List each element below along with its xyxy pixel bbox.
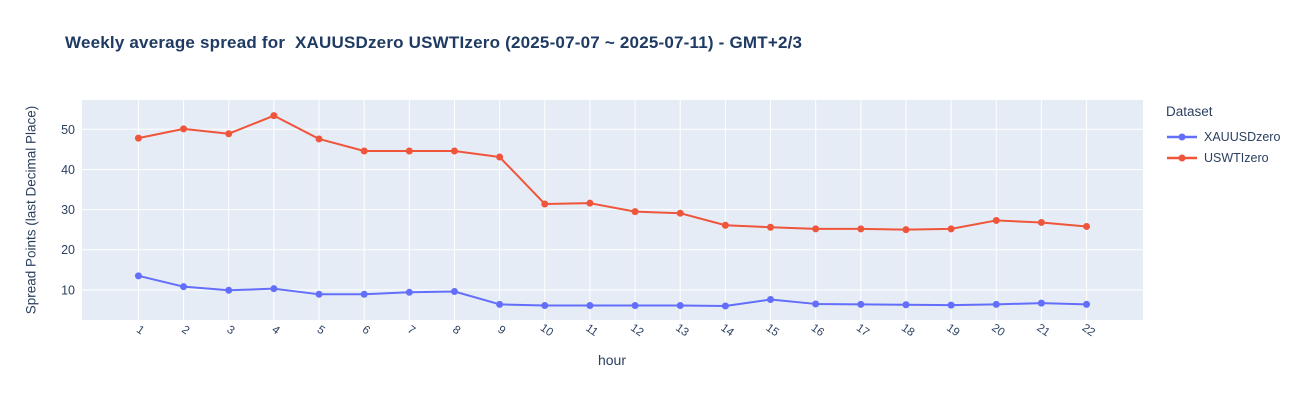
data-point-marker-XAUUSDzero [225, 286, 233, 294]
data-point-marker-XAUUSDzero [676, 302, 684, 310]
data-point-marker-USWTIzero [857, 225, 865, 233]
y-tick-label: 30 [61, 203, 75, 217]
data-point-marker-XAUUSDzero [812, 300, 820, 308]
data-point-marker-USWTIzero [992, 216, 1000, 224]
data-point-marker-XAUUSDzero [631, 302, 639, 310]
x-tick-label: 19 [944, 322, 961, 339]
y-axis-title: Spread Points (last Decimal Place) [23, 105, 39, 315]
data-point-marker-USWTIzero [586, 199, 594, 207]
legend-item-label: XAUUSDzero [1204, 129, 1281, 144]
legend: Dataset XAUUSDzero USWTIzero [1166, 104, 1280, 168]
data-point-marker-XAUUSDzero [180, 283, 188, 291]
data-point-marker-USWTIzero [947, 225, 955, 233]
x-tick-label: 16 [809, 322, 826, 339]
chart-title: Weekly average spread for XAUUSDzero USW… [65, 33, 803, 52]
legend-item-XAUUSDzero[interactable]: XAUUSDzero [1166, 126, 1280, 147]
data-point-marker-USWTIzero [767, 223, 775, 231]
data-point-marker-USWTIzero [270, 112, 278, 120]
legend-item-label: USWTIzero [1204, 150, 1269, 165]
data-point-marker-USWTIzero [721, 221, 729, 229]
data-point-marker-USWTIzero [902, 226, 910, 234]
x-tick-label: 20 [989, 322, 1006, 339]
x-tick-label: 6 [360, 324, 372, 338]
data-point-marker-USWTIzero [315, 135, 323, 143]
data-point-marker-XAUUSDzero [270, 285, 278, 293]
y-tick-label: 10 [61, 283, 75, 297]
x-tick-label: 8 [450, 324, 462, 338]
x-tick-label: 15 [764, 322, 781, 339]
data-point-marker-XAUUSDzero [360, 290, 368, 298]
series-line-XAUUSDzero [138, 274, 1087, 307]
x-axis-title: hour [597, 352, 627, 368]
x-tick-label: 14 [718, 322, 736, 340]
data-point-marker-USWTIzero [1083, 222, 1091, 230]
y-tick-label: 20 [61, 243, 75, 257]
x-tick-label: 21 [1034, 322, 1051, 339]
data-point-marker-XAUUSDzero [947, 301, 955, 309]
y-tick-label: 50 [61, 123, 75, 137]
data-point-marker-XAUUSDzero [496, 300, 504, 308]
x-tick-label: 11 [583, 322, 600, 339]
data-point-marker-XAUUSDzero [721, 302, 729, 310]
x-tick-label: 13 [673, 322, 690, 339]
data-point-marker-XAUUSDzero [405, 288, 413, 296]
x-tick-label: 10 [538, 322, 555, 339]
x-tick-label: 9 [495, 324, 507, 338]
legend-title: Dataset [1166, 104, 1213, 119]
x-tick-label: 4 [270, 324, 283, 338]
data-point-marker-XAUUSDzero [134, 272, 142, 280]
data-point-marker-XAUUSDzero [586, 302, 594, 310]
x-tick-label: 2 [179, 324, 191, 338]
data-point-marker-XAUUSDzero [1083, 300, 1091, 308]
x-tick-label: 18 [899, 322, 916, 339]
data-point-marker-USWTIzero [180, 125, 188, 133]
data-point-marker-USWTIzero [631, 208, 639, 216]
x-tick-label: 22 [1080, 322, 1097, 339]
x-tick-label: 1 [134, 324, 146, 338]
data-point-marker-USWTIzero [405, 147, 413, 155]
data-point-marker-XAUUSDzero [902, 301, 910, 309]
data-point-marker-USWTIzero [496, 153, 504, 161]
series-line-USWTIzero [138, 114, 1087, 231]
x-tick-label: 12 [628, 322, 645, 339]
legend-line-marker-icon [1167, 133, 1197, 140]
data-point-marker-XAUUSDzero [450, 287, 458, 295]
data-point-marker-USWTIzero [450, 147, 458, 155]
x-tick-label: 7 [405, 324, 417, 338]
legend-item-USWTIzero[interactable]: USWTIzero [1166, 147, 1280, 168]
data-point-marker-USWTIzero [812, 225, 820, 233]
x-tick-label: 17 [854, 322, 871, 339]
data-point-marker-USWTIzero [134, 134, 142, 142]
data-point-marker-XAUUSDzero [315, 290, 323, 298]
legend-line-marker-icon [1167, 154, 1197, 161]
data-point-marker-XAUUSDzero [857, 300, 865, 308]
data-point-marker-XAUUSDzero [1037, 299, 1045, 307]
data-point-marker-XAUUSDzero [541, 302, 549, 310]
data-point-marker-USWTIzero [1037, 218, 1045, 226]
data-point-marker-XAUUSDzero [767, 296, 775, 304]
data-point-marker-USWTIzero [225, 130, 233, 138]
data-point-marker-USWTIzero [541, 200, 549, 208]
data-point-marker-XAUUSDzero [992, 300, 1000, 308]
data-point-marker-USWTIzero [360, 147, 368, 155]
y-tick-label: 40 [61, 163, 75, 177]
x-tick-label: 3 [224, 324, 236, 338]
data-point-marker-USWTIzero [676, 209, 684, 217]
x-tick-label: 5 [315, 324, 327, 338]
